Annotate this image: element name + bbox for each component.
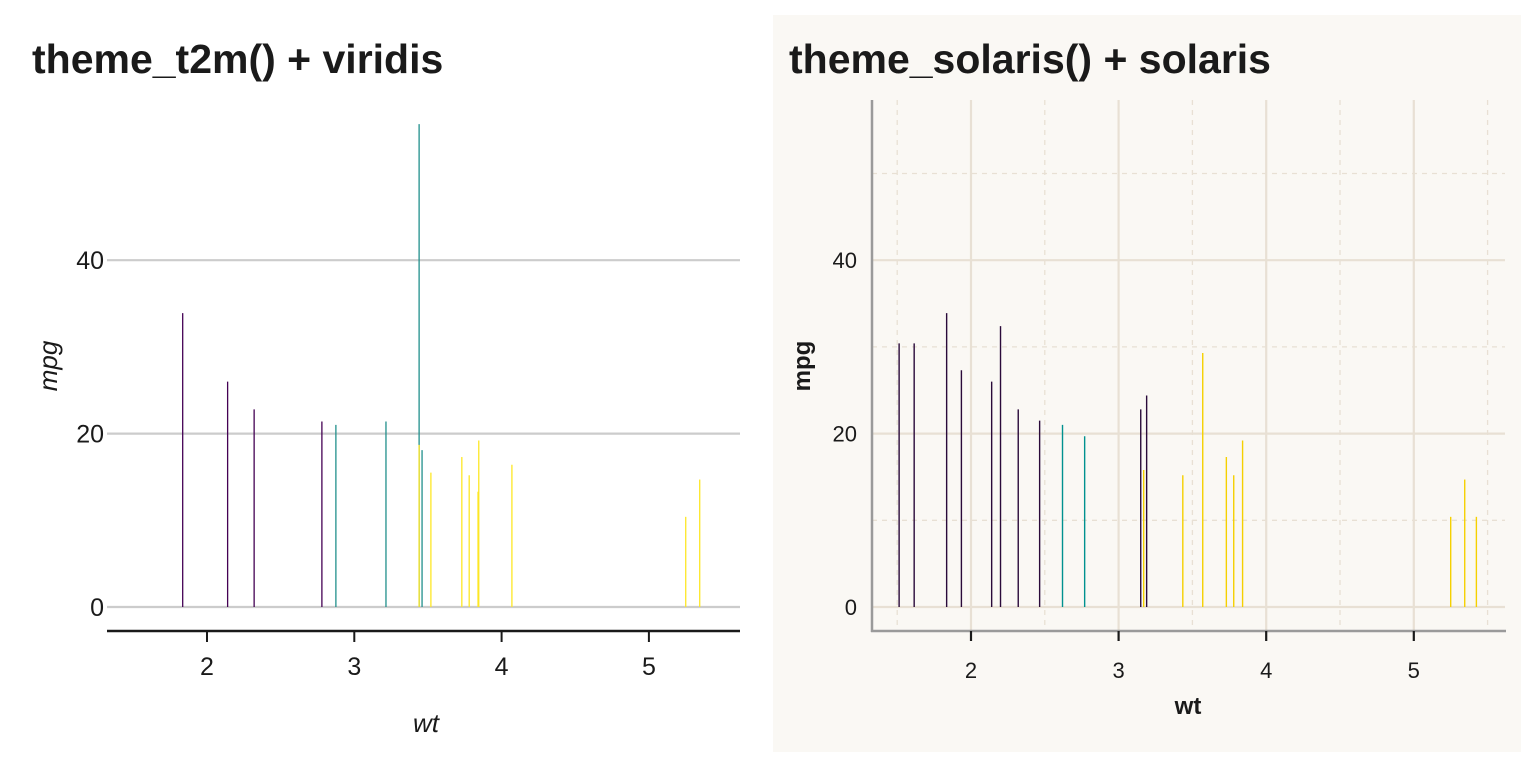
x-tick-label: 4 xyxy=(1260,658,1272,683)
right-bars xyxy=(898,313,1478,607)
left-y-ticks: 0 20 40 xyxy=(76,247,104,622)
left-chart-panel: theme_t2m() + viridis 2 3 4 5 0 20 40 wt mpg xyxy=(32,36,740,738)
right-gridlines xyxy=(872,100,1505,631)
left-gridlines xyxy=(107,259,740,609)
right-x-ticks: 2 3 4 5 xyxy=(965,631,1420,683)
right-x-axis-label: wt xyxy=(1174,693,1202,720)
left-y-axis-label: mpg xyxy=(33,340,63,391)
left-bars xyxy=(182,124,701,607)
right-panel-background xyxy=(773,15,1521,752)
y-tick-label: 0 xyxy=(845,595,857,620)
x-tick-label: 2 xyxy=(965,658,977,683)
y-tick-label: 20 xyxy=(833,422,857,447)
x-tick-label: 5 xyxy=(1408,658,1420,683)
x-tick-label: 5 xyxy=(642,653,656,681)
left-x-ticks: 2 3 4 5 xyxy=(200,631,656,681)
x-tick-label: 4 xyxy=(495,653,509,681)
left-x-axis-label: wt xyxy=(413,708,441,738)
right-chart-title: theme_solaris() + solaris xyxy=(789,36,1271,82)
y-tick-label: 40 xyxy=(833,248,857,273)
x-tick-label: 3 xyxy=(347,653,361,681)
x-tick-label: 2 xyxy=(200,653,214,681)
right-y-axis-label: mpg xyxy=(789,341,816,392)
y-tick-label: 20 xyxy=(76,421,104,449)
left-chart-title: theme_t2m() + viridis xyxy=(32,36,443,82)
right-y-ticks: 0 20 40 xyxy=(833,248,857,620)
y-tick-label: 40 xyxy=(76,247,104,275)
y-tick-label: 0 xyxy=(90,594,104,622)
x-tick-label: 3 xyxy=(1112,658,1124,683)
